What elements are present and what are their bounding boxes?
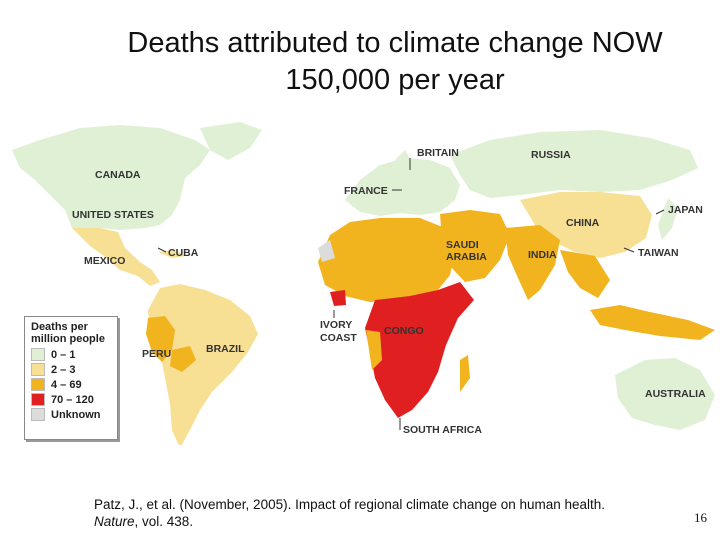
label-russia: RUSSIA bbox=[531, 149, 571, 161]
label-taiwan: TAIWAN bbox=[638, 247, 679, 259]
legend-swatch bbox=[31, 348, 45, 361]
label-ivory: IVORY bbox=[320, 319, 352, 331]
region-australia bbox=[615, 358, 715, 430]
region-russia bbox=[450, 130, 698, 198]
label-brazil: BRAZIL bbox=[206, 343, 245, 355]
legend-label: Unknown bbox=[51, 408, 101, 421]
label-south-africa: SOUTH AFRICA bbox=[403, 424, 482, 436]
label-saudi: SAUDI bbox=[446, 239, 479, 251]
label-arabia: ARABIA bbox=[446, 251, 487, 263]
legend-swatch bbox=[31, 408, 45, 421]
page-number: 16 bbox=[694, 510, 707, 525]
legend-swatch bbox=[31, 378, 45, 391]
citation-volume: , vol. 438. bbox=[134, 514, 194, 529]
citation: Patz, J., et al. (November, 2005). Impac… bbox=[94, 496, 605, 530]
label-congo: CONGO bbox=[384, 325, 424, 337]
label-australia: AUSTRALIA bbox=[645, 388, 706, 400]
legend-item: Unknown bbox=[25, 407, 117, 422]
region-india bbox=[505, 225, 560, 300]
region-angola bbox=[366, 330, 382, 370]
legend-label: 0 – 1 bbox=[51, 348, 76, 361]
slide-title-line1: Deaths attributed to climate change NOW bbox=[127, 27, 663, 59]
citation-journal-line: Nature, vol. 438. bbox=[94, 513, 605, 530]
region-china bbox=[520, 192, 652, 258]
map-legend: Deaths per million people 0 – 1 2 – 3 4 … bbox=[24, 316, 118, 440]
legend-title-line2: million people bbox=[31, 333, 105, 345]
leader-japan bbox=[655, 209, 665, 215]
region-central-east-africa bbox=[365, 282, 474, 418]
region-south-america bbox=[148, 284, 258, 445]
citation-text: Patz, J., et al. (November, 2005). Impac… bbox=[94, 497, 606, 512]
region-west-sahara-unknown bbox=[318, 240, 335, 262]
region-north-africa bbox=[318, 218, 455, 302]
legend-item: 4 – 69 bbox=[25, 377, 117, 392]
region-japan bbox=[658, 198, 678, 240]
label-cuba: CUBA bbox=[168, 247, 199, 259]
slide-title-line2: 150,000 per year bbox=[285, 64, 505, 96]
legend-label: 70 – 120 bbox=[51, 393, 94, 406]
legend-item: 70 – 120 bbox=[25, 392, 117, 407]
leader-taiwan bbox=[623, 247, 635, 253]
legend-title: Deaths per million people bbox=[25, 317, 117, 347]
label-coast: COAST bbox=[320, 332, 357, 344]
leader-cuba bbox=[157, 247, 167, 253]
citation-journal: Nature bbox=[94, 514, 135, 529]
legend-label: 4 – 69 bbox=[51, 378, 82, 391]
region-madagascar bbox=[460, 355, 470, 392]
label-india: INDIA bbox=[528, 249, 557, 261]
legend-swatch bbox=[31, 363, 45, 376]
region-bolivia bbox=[170, 346, 196, 372]
legend-swatch bbox=[31, 393, 45, 406]
region-ivory-coast bbox=[330, 290, 346, 306]
region-peru bbox=[146, 316, 175, 362]
region-north-america bbox=[12, 125, 210, 232]
legend-item: 2 – 3 bbox=[25, 362, 117, 377]
world-map: CANADA UNITED STATES MEXICO CUBA PERU BR… bbox=[12, 122, 715, 445]
region-middle-east bbox=[440, 210, 510, 282]
label-peru: PERU bbox=[142, 348, 171, 360]
label-mexico: MEXICO bbox=[84, 255, 125, 267]
legend-item: 0 – 1 bbox=[25, 347, 117, 362]
label-france: FRANCE bbox=[344, 185, 388, 197]
label-britain: BRITAIN bbox=[417, 147, 459, 159]
label-china: CHINA bbox=[566, 217, 600, 229]
region-mexico bbox=[72, 228, 160, 286]
region-britain bbox=[395, 150, 412, 172]
region-greenland bbox=[200, 122, 262, 160]
label-canada: CANADA bbox=[95, 169, 141, 181]
region-europe bbox=[345, 158, 460, 216]
label-japan: JAPAN bbox=[668, 204, 703, 216]
region-indonesia bbox=[590, 305, 715, 340]
region-se-asia bbox=[560, 250, 610, 298]
legend-label: 2 – 3 bbox=[51, 363, 76, 376]
label-united-states: UNITED STATES bbox=[72, 209, 154, 221]
legend-title-line1: Deaths per bbox=[31, 321, 88, 333]
